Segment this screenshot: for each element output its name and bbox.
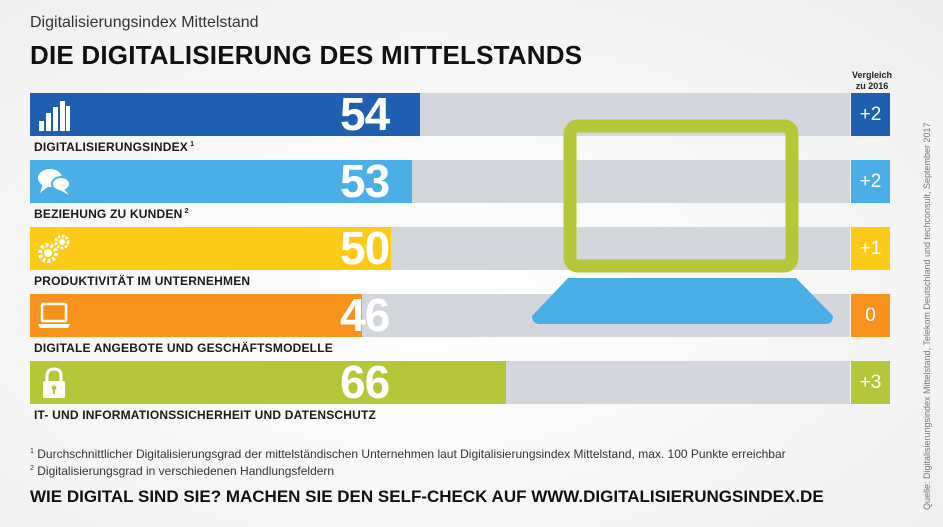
comparison-header-line2: zu 2016 (855, 81, 889, 91)
bar-chart-icon (36, 97, 72, 133)
laptop-icon (36, 298, 72, 334)
footnote-marker: 1 (188, 141, 195, 148)
comparison-value: +2 (851, 160, 890, 203)
comparison-value: 0 (851, 294, 890, 337)
laptop-illustration (532, 119, 833, 324)
page-title: DIE DIGITALISIERUNG DES MITTELSTANDS (30, 40, 583, 70)
category-text: IT- UND INFORMATIONSSICHERHEIT UND DATEN… (34, 408, 377, 422)
speech-bubbles-icon (36, 164, 72, 200)
bar-row: 53 (30, 155, 850, 207)
bar-value-label: 66 (340, 356, 390, 408)
comparison-value: +3 (851, 361, 890, 404)
bar-category-label: IT- UND INFORMATIONSSICHERHEIT UND DATEN… (34, 408, 376, 422)
comparison-header-line1: Vergleich (851, 70, 893, 80)
bar (30, 160, 413, 203)
footnote-2: 2 Digitalisierungsgrad in verschiedenen … (30, 464, 334, 478)
bar-value-label: 46 (340, 289, 390, 341)
category-text: BEZIEHUNG ZU KUNDEN (34, 207, 183, 221)
bar-category-label: BEZIEHUNG ZU KUNDEN 2 (34, 207, 189, 221)
laptop-base (532, 278, 833, 324)
footnote-2-text: Digitalisierungsgrad in verschiedenen Ha… (37, 464, 335, 478)
call-to-action: WIE DIGITAL SIND SIE? MACHEN SIE DEN SEL… (30, 487, 824, 506)
padlock-icon (36, 365, 72, 401)
footnote-marker: 2 (182, 208, 189, 215)
category-text: DIGITALE ANGEBOTE UND GESCHÄFTSMODELLE (34, 341, 333, 355)
category-text: DIGITALISIERUNGSINDEX (34, 140, 188, 154)
bar-category-label: DIGITALE ANGEBOTE UND GESCHÄFTSMODELLE (34, 341, 333, 355)
gears-icon (36, 231, 72, 267)
source-note: Quelle: Digitalisierungsindex Mittelstan… (922, 122, 932, 510)
bar-category-label: PRODUKTIVITÄT IM UNTERNEHMEN (34, 274, 250, 288)
bar (30, 227, 391, 270)
bar-category-label: DIGITALISIERUNGSINDEX 1 (34, 140, 194, 154)
laptop-screen (563, 119, 799, 273)
bar-row: 66 (30, 356, 850, 408)
footnote-1-marker: 1 (30, 448, 34, 455)
comparison-value: +2 (851, 93, 890, 136)
comparison-header: Vergleich zu 2016 (846, 70, 898, 92)
bar (30, 294, 362, 337)
bar (30, 361, 507, 404)
footnote-1-text: Durchschnittlicher Digitalisierungsgrad … (37, 447, 786, 461)
bar-row: 54 (30, 88, 850, 140)
footnote-1: 1 Durchschnittlicher Digitalisierungsgra… (30, 447, 786, 461)
comparison-value: +1 (851, 227, 890, 270)
bar (30, 93, 420, 136)
bar-value-label: 53 (340, 155, 390, 207)
bar-value-label: 54 (340, 88, 390, 140)
category-text: PRODUKTIVITÄT IM UNTERNEHMEN (34, 274, 251, 288)
footnote-2-marker: 2 (30, 465, 34, 472)
page-subtitle: Digitalisierungsindex Mittelstand (30, 14, 259, 31)
bar-value-label: 50 (340, 222, 390, 274)
